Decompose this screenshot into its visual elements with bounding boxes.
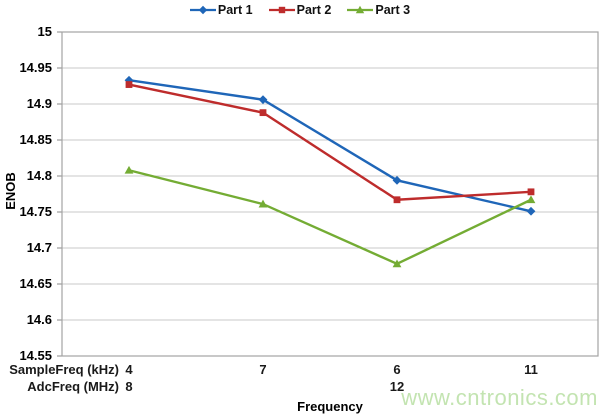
- y-tick-label: 14.6: [26, 312, 52, 327]
- y-tick-label: 14.65: [19, 276, 52, 291]
- triangle-marker: [392, 259, 402, 268]
- diamond-marker: [124, 75, 134, 85]
- legend-label: Part 1: [217, 3, 253, 17]
- legend-item-part-3: Part 3: [347, 3, 410, 17]
- square-marker: [125, 81, 133, 88]
- x-axis-title: Frequency: [297, 399, 363, 414]
- diamond-marker: [198, 5, 208, 15]
- y-tick-label: 14.55: [19, 348, 52, 363]
- plot-border: [61, 31, 599, 357]
- square-marker: [278, 6, 285, 14]
- y-tick-label: 14.85: [19, 132, 52, 147]
- triangle-legend-icon: [347, 5, 374, 14]
- x-tick-label: 11: [524, 362, 538, 377]
- triangle-marker: [526, 195, 536, 204]
- diamond-marker: [258, 95, 268, 105]
- x-tick-label: 8: [125, 379, 133, 394]
- diamond-marker: [392, 175, 402, 185]
- square-marker: [393, 196, 401, 204]
- watermark: www.cntronics.com: [401, 385, 598, 410]
- x-tick-label: 12: [389, 379, 405, 394]
- x-tick-label: 7: [259, 362, 267, 377]
- y-tick-label: 14.7: [26, 240, 52, 255]
- square-legend-icon: [268, 6, 295, 14]
- square-marker: [527, 188, 535, 196]
- diamond-legend-icon: [189, 5, 216, 15]
- triangle-marker: [356, 5, 365, 14]
- series-line-part-1: [128, 79, 532, 213]
- chart-legend: Part 1 Part 2 Part 3: [0, 1, 600, 19]
- diamond-marker: [526, 206, 536, 216]
- series-line-part-2: [128, 83, 532, 201]
- legend-item-part-1: Part 1: [189, 3, 253, 17]
- legend-label: Part 2: [296, 3, 332, 17]
- triangle-marker: [258, 199, 268, 208]
- legend-item-part-2: Part 2: [268, 3, 332, 17]
- triangle-marker: [124, 165, 134, 174]
- x-tick-label: 4: [125, 362, 133, 377]
- x-tick-label: 6: [393, 362, 401, 377]
- y-tick-label: 14.75: [19, 204, 52, 219]
- y-tick-label: 14.8: [26, 168, 52, 183]
- y-tick-label: 15: [37, 24, 52, 39]
- square-marker: [259, 109, 267, 117]
- legend-label: Part 3: [375, 3, 411, 17]
- x-axis-row1-label: SampleFreq (kHz): [9, 362, 119, 377]
- y-tick-label: 14.9: [26, 96, 52, 111]
- series-line-part-3: [128, 169, 532, 266]
- x-axis-row2-label: AdcFreq (MHz): [27, 379, 119, 394]
- y-tick-label: 14.95: [19, 60, 52, 75]
